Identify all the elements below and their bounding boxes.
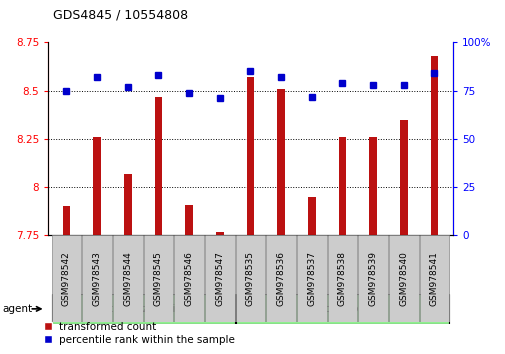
FancyBboxPatch shape	[358, 235, 387, 322]
Text: agent: agent	[3, 304, 33, 314]
Text: GSM978543: GSM978543	[92, 251, 102, 306]
Bar	[338, 137, 345, 235]
FancyBboxPatch shape	[52, 235, 81, 322]
Bar	[308, 197, 315, 235]
FancyBboxPatch shape	[235, 294, 448, 324]
Bar	[185, 205, 192, 235]
Bar	[63, 206, 70, 235]
FancyBboxPatch shape	[82, 235, 112, 322]
Text: GSM978539: GSM978539	[368, 251, 377, 306]
FancyBboxPatch shape	[174, 235, 204, 322]
Legend: transformed count, percentile rank within the sample: transformed count, percentile rank withi…	[40, 317, 239, 349]
Bar	[399, 120, 407, 235]
Text: GSM978540: GSM978540	[398, 251, 408, 306]
Text: GSM978538: GSM978538	[337, 251, 346, 306]
FancyBboxPatch shape	[296, 235, 326, 322]
Text: GSM978541: GSM978541	[429, 251, 438, 306]
Text: GSM978547: GSM978547	[215, 251, 224, 306]
Bar	[124, 174, 131, 235]
Bar	[155, 97, 162, 235]
Text: GSM978542: GSM978542	[62, 251, 71, 306]
Bar	[93, 137, 101, 235]
Text: GSM978544: GSM978544	[123, 251, 132, 306]
FancyBboxPatch shape	[235, 235, 265, 322]
Text: streptozotocin: streptozotocin	[103, 304, 183, 314]
FancyBboxPatch shape	[113, 235, 142, 322]
FancyBboxPatch shape	[205, 235, 234, 322]
FancyBboxPatch shape	[388, 235, 418, 322]
FancyBboxPatch shape	[419, 235, 448, 322]
Bar	[430, 56, 437, 235]
FancyBboxPatch shape	[143, 235, 173, 322]
Text: GSM978535: GSM978535	[245, 251, 255, 306]
Bar	[369, 137, 376, 235]
Text: GSM978536: GSM978536	[276, 251, 285, 306]
Text: GSM978545: GSM978545	[154, 251, 163, 306]
FancyBboxPatch shape	[327, 235, 357, 322]
Bar	[216, 232, 223, 235]
Text: control: control	[323, 304, 361, 314]
FancyBboxPatch shape	[52, 294, 234, 324]
Bar	[277, 89, 284, 235]
FancyBboxPatch shape	[266, 235, 295, 322]
Text: GSM978537: GSM978537	[307, 251, 316, 306]
Bar	[246, 77, 254, 235]
Text: GDS4845 / 10554808: GDS4845 / 10554808	[53, 9, 188, 22]
Text: GSM978546: GSM978546	[184, 251, 193, 306]
